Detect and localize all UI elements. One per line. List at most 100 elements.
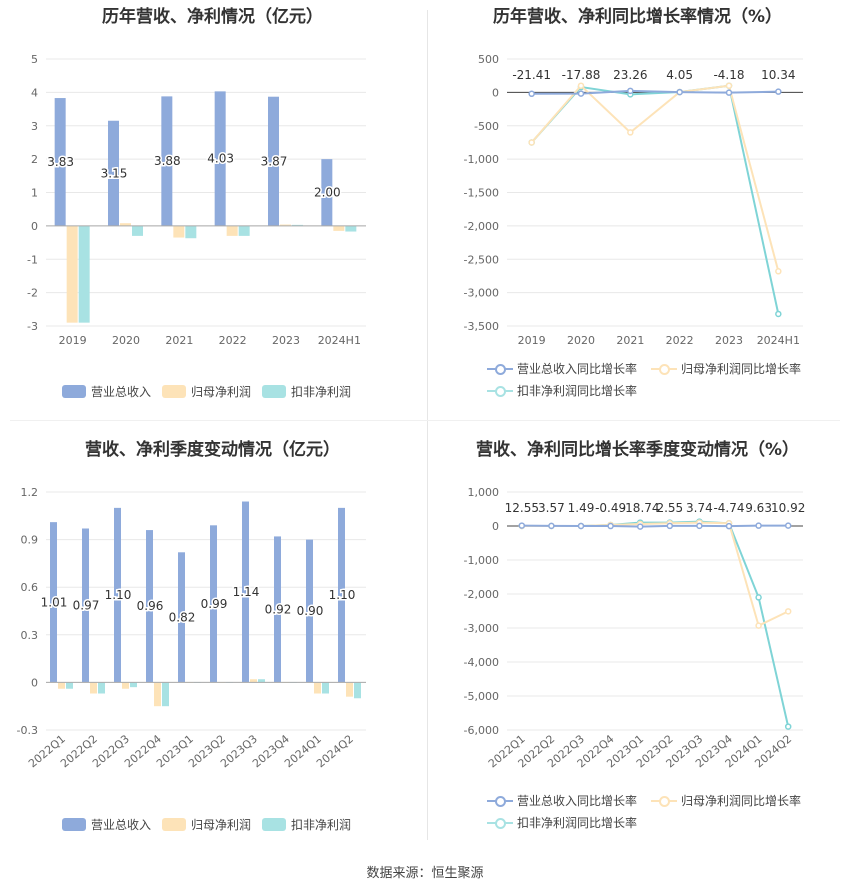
series-line — [530, 84, 780, 315]
data-label: 4.03 — [207, 152, 234, 166]
bar — [122, 682, 129, 689]
bar — [50, 522, 57, 683]
bar — [268, 96, 279, 226]
data-label: 1.10 — [105, 588, 132, 602]
bar — [108, 120, 119, 226]
y-tick-label: -4,000 — [464, 656, 499, 669]
legend-revenue-growth[interactable]: 营业总收入同比增长率 — [487, 360, 637, 377]
chart-title: 历年营收、净利情况（亿元） — [102, 7, 323, 27]
legend-deducted-profit[interactable]: 扣非净利润 — [262, 383, 351, 400]
legend-label: 扣非净利润 — [291, 818, 352, 832]
series-point — [627, 87, 634, 95]
bar — [161, 96, 173, 226]
chart-title: 营收、净利季度变动情况（亿元） — [85, 440, 340, 460]
bar — [178, 552, 185, 683]
bar — [54, 98, 66, 226]
annual-amount-panel: 历年营收、净利情况（亿元） -3 -2 -1 0 1 2 3 4 5 2019 2020 2021 20… — [0, 0, 425, 420]
y-tick-label: -500 — [474, 120, 499, 133]
annual-amount-chart: -3 -2 -1 0 1 2 3 4 5 2019 2020 2021 2022 2023 2024H1 3.… — [27, 53, 366, 347]
y-tick-label: 1,000 — [468, 486, 500, 499]
y-tick-label: -3,500 — [464, 320, 499, 333]
x-tick-label: 2020 — [112, 334, 140, 347]
bar — [345, 225, 357, 232]
quarterly-amount-chart: -0.300.30.60.91.22022Q12022Q22022Q32022Q… — [17, 486, 366, 770]
series-line — [531, 89, 779, 95]
bar — [210, 525, 217, 683]
y-tick-label: 0 — [492, 86, 499, 99]
legend-swatch — [487, 817, 513, 829]
legend-deducted-growth[interactable]: 扣非净利润同比增长率 — [487, 814, 637, 831]
vertical-divider — [427, 10, 428, 840]
quarterly-growth-chart: -6,000 -5,000 -4,000 -3,000 -2,000 -1,000 0 1,0… — [464, 486, 806, 770]
legend-deducted-growth[interactable]: 扣非净利润同比增长率 — [487, 382, 637, 399]
bar — [306, 539, 313, 683]
x-tick-label: 2022 — [666, 334, 694, 347]
y-tick-label: 4 — [31, 86, 38, 99]
x-tick-label: 2020 — [567, 334, 595, 347]
series-point — [755, 622, 762, 629]
series-point — [607, 522, 614, 530]
data-source: 数据来源：恒生聚源 — [366, 866, 484, 881]
data-label: 1.10 — [329, 588, 356, 602]
data-label: 10.34 — [761, 68, 795, 82]
legend-net-profit[interactable]: 归母净利润 — [162, 383, 251, 400]
x-tick-label: 2022 — [219, 334, 247, 347]
data-label: 3.74 — [686, 501, 713, 515]
data-label: 4.05 — [666, 68, 693, 82]
y-tick-label: -0.3 — [17, 724, 38, 737]
data-label: 9.63 — [745, 501, 772, 515]
data-label: -0.49 — [595, 501, 626, 515]
legend-net-growth[interactable]: 归母净利润同比增长率 — [651, 792, 801, 809]
x-tick-label: 2019 — [518, 334, 546, 347]
legend-deducted-profit[interactable]: 扣非净利润 — [262, 816, 351, 833]
legend-label: 营业总收入同比增长率 — [517, 362, 638, 376]
legend-label: 归母净利润同比增长率 — [681, 794, 802, 808]
bar — [130, 682, 137, 688]
legend-swatch — [651, 795, 677, 807]
annual-growth-chart: -3,500 -3,000 -2,500 -2,000 -1,500 -1,000 -500… — [464, 53, 803, 347]
bar — [214, 91, 226, 226]
data-label: 3.15 — [101, 166, 128, 180]
series-point — [775, 88, 782, 95]
data-label: 0.96 — [137, 599, 164, 613]
legend-revenue-growth[interactable]: 营业总收入同比增长率 — [487, 792, 637, 809]
y-tick-label: -6,000 — [464, 724, 499, 737]
data-label: 1.14 — [233, 585, 260, 599]
bar — [333, 225, 345, 231]
bar — [82, 528, 89, 683]
bar — [173, 225, 185, 238]
data-label: 0.82 — [169, 610, 196, 624]
series-point — [577, 82, 585, 89]
y-tick-label: -3 — [27, 320, 38, 333]
legend-revenue[interactable]: 营业总收入 — [62, 383, 151, 400]
bar — [346, 682, 353, 697]
bar — [90, 682, 97, 694]
legend-label: 扣非净利润 — [291, 385, 352, 399]
y-tick-label: 500 — [478, 53, 499, 66]
bar — [114, 507, 121, 683]
y-tick-label: -3,000 — [464, 622, 499, 635]
series-point — [676, 88, 683, 96]
series-point — [666, 522, 674, 530]
data-label: 1.49 — [568, 501, 595, 515]
series-point — [784, 723, 792, 730]
legend-net-profit[interactable]: 归母净利润 — [162, 816, 251, 833]
y-tick-label: 0.3 — [21, 629, 39, 642]
bar — [162, 682, 169, 707]
series-point — [548, 522, 555, 530]
bar — [132, 225, 143, 236]
legend-revenue[interactable]: 营业总收入 — [62, 816, 151, 833]
series-point — [627, 129, 634, 136]
y-tick-label: 5 — [31, 53, 38, 66]
bar — [314, 682, 321, 694]
data-label: 3.83 — [47, 155, 74, 169]
y-tick-label: 0.6 — [21, 581, 39, 594]
legend-net-growth[interactable]: 归母净利润同比增长率 — [651, 360, 801, 377]
bar — [58, 682, 65, 689]
y-tick-label: 1 — [31, 187, 38, 200]
bar — [322, 682, 329, 694]
y-tick-label: -1,500 — [464, 187, 499, 200]
bar — [274, 536, 281, 683]
y-tick-label: -5,000 — [464, 690, 499, 703]
y-tick-label: -1,000 — [464, 153, 499, 166]
